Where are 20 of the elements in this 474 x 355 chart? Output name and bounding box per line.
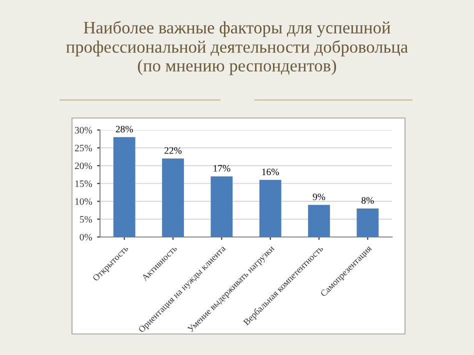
- bar: [162, 158, 184, 237]
- bar: [308, 204, 330, 237]
- bar: [259, 180, 282, 237]
- data-label: 16%: [262, 168, 279, 176]
- bar: [210, 176, 233, 237]
- data-label: 17%: [214, 165, 230, 172]
- data-label: 8%: [362, 197, 374, 204]
- y-tick-label: 25%: [74, 144, 92, 152]
- y-tick-label: 0%: [80, 234, 92, 240]
- chart-title: Наиболее важные факторы для успешной профессиональной деятельности добровольца (по мнению респондентов): [66, 20, 408, 76]
- data-label: 22%: [164, 147, 182, 154]
- bar: [113, 137, 136, 237]
- bar: [356, 208, 379, 237]
- y-tick-label: 10%: [75, 198, 92, 205]
- y-tick-label: 30%: [75, 126, 92, 134]
- y-tick-label: 15%: [75, 180, 92, 187]
- data-label: 9%: [312, 194, 326, 200]
- data-label: 28%: [116, 126, 133, 132]
- y-tick-label: 20%: [74, 162, 92, 170]
- y-tick-label: 5%: [80, 216, 92, 223]
